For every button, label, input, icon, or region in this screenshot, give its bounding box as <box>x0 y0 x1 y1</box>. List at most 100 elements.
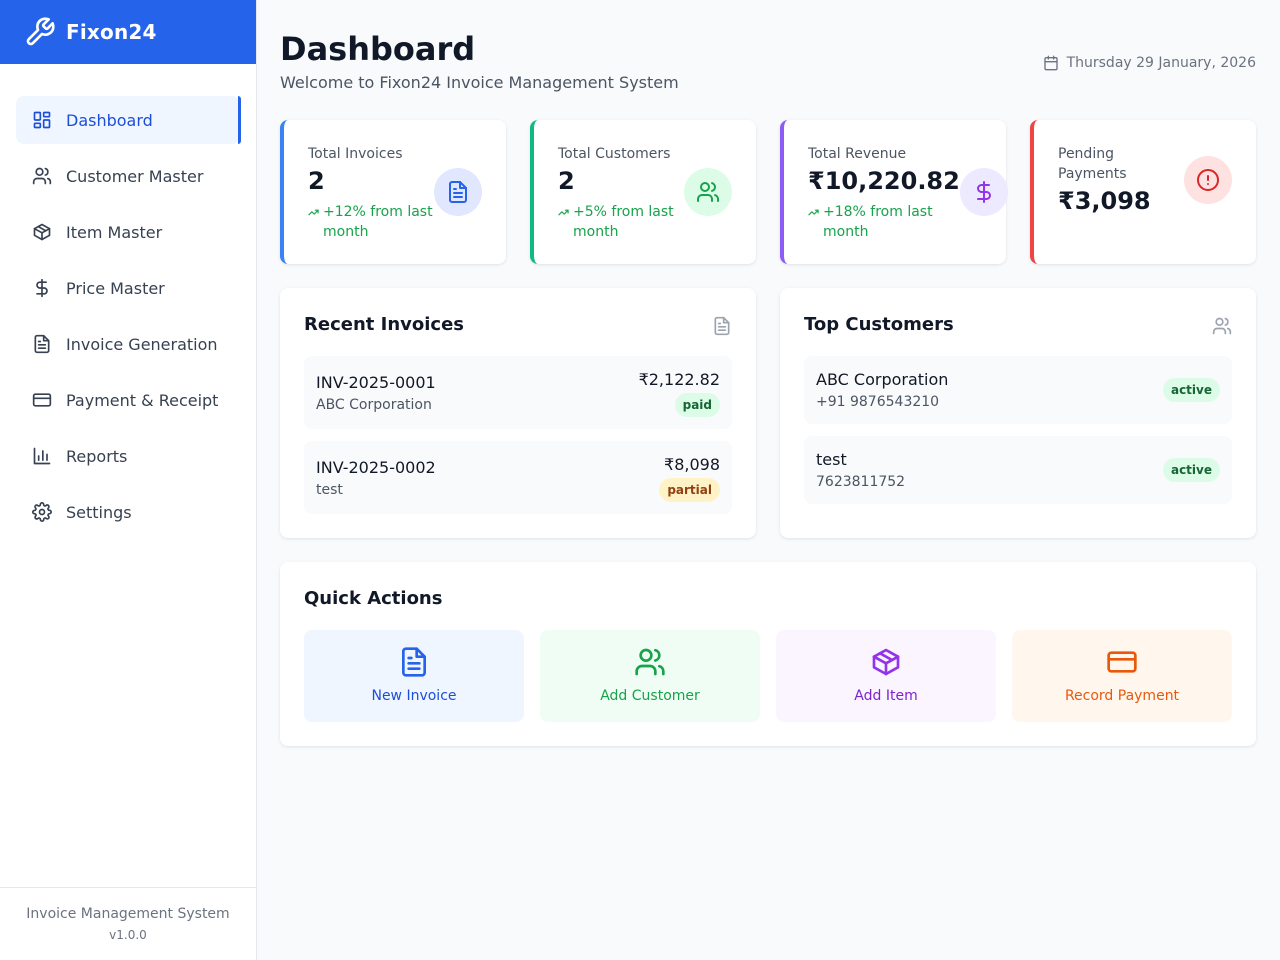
sidebar-item-settings[interactable]: Settings <box>16 488 240 536</box>
trending-up-icon <box>558 209 569 216</box>
invoice-number: INV-2025-0001 <box>316 373 436 392</box>
sidebar: Fixon24 Dashboard Customer Master Item M… <box>0 0 257 960</box>
current-date: Thursday 29 January, 2026 <box>1043 55 1256 71</box>
add-item-button[interactable]: Add Item <box>776 630 996 722</box>
stat-value: ₹3,098 <box>1058 187 1151 215</box>
sidebar-item-reports[interactable]: Reports <box>16 432 240 480</box>
action-label: Add Customer <box>600 688 700 704</box>
stat-value: 2 <box>308 167 325 195</box>
stat-trend: +18% from last month <box>808 202 938 242</box>
card-title: Quick Actions <box>304 588 443 609</box>
customer-row[interactable]: ABC Corporation +91 9876543210 active <box>804 356 1232 424</box>
invoice-customer: ABC Corporation <box>316 397 432 413</box>
dashboard-icon <box>33 111 51 129</box>
sidebar-item-label: Customer Master <box>66 166 204 186</box>
credit-card-icon <box>32 393 52 407</box>
stat-trend-text: +12% from last month <box>323 204 433 240</box>
action-label: Add Item <box>854 688 918 704</box>
new-invoice-button[interactable]: New Invoice <box>304 630 524 722</box>
wrench-icon <box>26 17 55 46</box>
customer-phone: +91 9876543210 <box>816 394 940 410</box>
sidebar-item-label: Invoice Generation <box>66 334 218 354</box>
card-title: Top Customers <box>804 314 954 335</box>
stat-trend: +5% from last month <box>558 202 688 242</box>
sidebar-item-label: Price Master <box>66 278 165 298</box>
users-icon <box>697 182 719 202</box>
status-badge: active <box>1162 458 1220 482</box>
stat-card-pending-payments: Pending Payments ₹3,098 <box>1030 120 1256 264</box>
quick-actions-card: Quick Actions New Invoice Add Customer A… <box>280 562 1256 746</box>
file-text-icon <box>34 334 50 354</box>
footer-version: v1.0.0 <box>109 928 147 942</box>
brand-name: Fixon24 <box>66 20 157 44</box>
sidebar-item-customer-master[interactable]: Customer Master <box>16 152 240 200</box>
footer-title: Invoice Management System <box>26 906 230 922</box>
stat-value: ₹10,220.82 <box>808 167 960 195</box>
stat-label: Total Customers <box>558 146 671 162</box>
package-icon <box>872 648 900 676</box>
dollar-icon <box>977 181 991 203</box>
stat-card-total-revenue: Total Revenue ₹10,220.82 +18% from last … <box>780 120 1008 264</box>
stat-card-total-invoices: Total Invoices 2 +12% from last month <box>280 120 506 264</box>
stat-label: Total Revenue <box>808 146 907 162</box>
invoice-row[interactable]: INV-2025-0002 test ₹8,098 partial <box>304 441 732 514</box>
file-text-icon <box>714 316 730 336</box>
record-payment-button[interactable]: Record Payment <box>1012 630 1232 722</box>
stat-trend: +12% from last month <box>308 202 438 242</box>
customer-name: test <box>816 450 847 469</box>
stat-icon-badge <box>684 168 732 216</box>
stat-trend-text: +5% from last month <box>573 204 674 240</box>
stat-card-total-customers: Total Customers 2 +5% from last month <box>530 120 756 264</box>
quick-actions-grid: New Invoice Add Customer Add Item Record… <box>304 630 1232 722</box>
trending-up-icon <box>308 209 319 216</box>
stat-icon-badge <box>1184 156 1232 204</box>
stat-icon-badge <box>960 168 1008 216</box>
stat-label: Total Invoices <box>308 146 403 162</box>
date-text: Thursday 29 January, 2026 <box>1066 55 1256 71</box>
users-icon <box>635 648 665 676</box>
bar-chart-icon <box>33 447 51 465</box>
trending-up-icon <box>808 209 819 216</box>
invoice-amount: ₹8,098 <box>664 455 720 474</box>
sidebar-item-label: Payment & Receipt <box>66 390 219 410</box>
stat-icon-badge <box>434 168 482 216</box>
status-badge: partial <box>659 478 720 502</box>
recent-invoices-card: Recent Invoices INV-2025-0001 ABC Corpor… <box>280 288 756 538</box>
sidebar-item-label: Item Master <box>66 222 163 242</box>
users-icon <box>32 167 52 185</box>
calendar-icon <box>1043 55 1058 71</box>
sidebar-item-label: Reports <box>66 446 128 466</box>
stat-trend-text: +18% from last month <box>823 204 933 240</box>
status-badge: paid <box>674 393 720 417</box>
customer-row[interactable]: test 7623811752 active <box>804 436 1232 504</box>
invoice-number: INV-2025-0002 <box>316 458 436 477</box>
action-label: Record Payment <box>1064 688 1180 704</box>
action-label: New Invoice <box>371 688 457 704</box>
sidebar-item-label: Settings <box>66 502 132 522</box>
sidebar-item-invoice-generation[interactable]: Invoice Generation <box>16 320 240 368</box>
sidebar-item-price-master[interactable]: Price Master <box>16 264 240 312</box>
sidebar-item-item-master[interactable]: Item Master <box>16 208 240 256</box>
file-text-icon <box>402 647 426 677</box>
invoice-customer: test <box>316 482 343 498</box>
invoice-row[interactable]: INV-2025-0001 ABC Corporation ₹2,122.82 … <box>304 356 732 429</box>
credit-card-icon <box>1107 651 1137 673</box>
stat-label: Pending Payments <box>1058 146 1127 182</box>
sidebar-item-dashboard[interactable]: Dashboard <box>16 96 241 144</box>
page-subtitle: Welcome to Fixon24 Invoice Management Sy… <box>280 73 679 92</box>
stats-row: Total Invoices 2 +12% from last month To… <box>280 120 1256 264</box>
add-customer-button[interactable]: Add Customer <box>540 630 760 722</box>
sidebar-item-label: Dashboard <box>66 110 153 130</box>
package-icon <box>33 223 51 241</box>
customer-name: ABC Corporation <box>816 370 949 389</box>
page-title: Dashboard <box>280 30 476 68</box>
customer-phone: 7623811752 <box>816 474 906 490</box>
brand-header[interactable]: Fixon24 <box>0 0 256 64</box>
dollar-icon <box>36 278 48 298</box>
sidebar-nav: Dashboard Customer Master Item Master Pr… <box>0 64 256 536</box>
card-title: Recent Invoices <box>304 314 465 335</box>
sidebar-item-payment-receipt[interactable]: Payment & Receipt <box>16 376 240 424</box>
invoice-amount: ₹2,122.82 <box>638 370 720 389</box>
sidebar-footer: Invoice Management System v1.0.0 <box>0 887 256 960</box>
top-customers-card: Top Customers ABC Corporation +91 987654… <box>780 288 1256 538</box>
